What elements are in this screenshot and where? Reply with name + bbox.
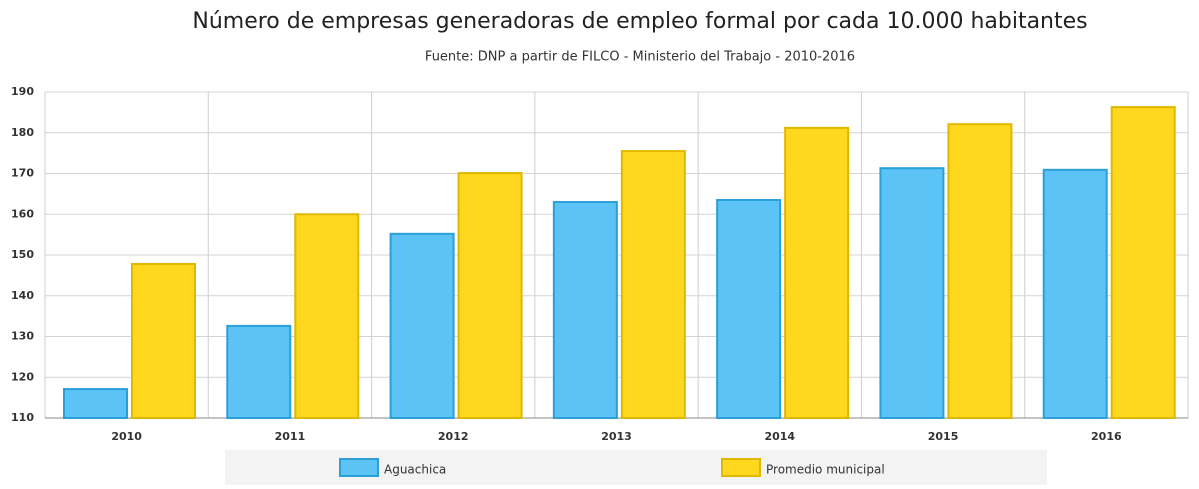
bar <box>131 262 196 419</box>
bar <box>620 150 686 419</box>
bar <box>1110 106 1176 419</box>
bar <box>879 167 945 419</box>
legend-swatch <box>721 458 761 477</box>
bar <box>552 201 618 419</box>
x-tick-label: 2013 <box>601 430 632 443</box>
y-tick-label: 150 <box>11 248 34 261</box>
x-tick-label: 2011 <box>275 430 306 443</box>
bar <box>947 123 1013 419</box>
legend-swatch <box>339 458 379 477</box>
legend-label: Promedio municipal <box>766 463 885 477</box>
x-tick-label: 2012 <box>438 430 469 443</box>
x-tick-label: 2010 <box>111 430 142 443</box>
y-tick-label: 170 <box>11 167 34 180</box>
x-tick-label: 2014 <box>764 430 795 443</box>
chart-subtitle: Fuente: DNP a partir de FILCO - Minister… <box>425 50 855 65</box>
bar <box>226 324 292 419</box>
bar <box>294 213 360 419</box>
x-tick-label: 2016 <box>1091 430 1122 443</box>
bar <box>716 198 782 419</box>
y-tick-label: 140 <box>11 289 34 302</box>
y-tick-label: 110 <box>11 411 34 424</box>
x-tick-label: 2015 <box>928 430 959 443</box>
chart-title: Número de empresas generadoras de empleo… <box>192 9 1087 34</box>
y-tick-label: 160 <box>11 207 34 220</box>
bar <box>1042 168 1108 419</box>
y-tick-label: 180 <box>11 126 34 139</box>
bar <box>63 388 128 420</box>
y-tick-label: 190 <box>11 85 34 98</box>
y-tick-label: 130 <box>11 330 34 343</box>
bar <box>457 172 523 419</box>
legend-label: Aguachica <box>384 463 446 477</box>
bar <box>784 126 850 420</box>
bar <box>389 232 455 419</box>
y-tick-label: 120 <box>11 370 34 383</box>
